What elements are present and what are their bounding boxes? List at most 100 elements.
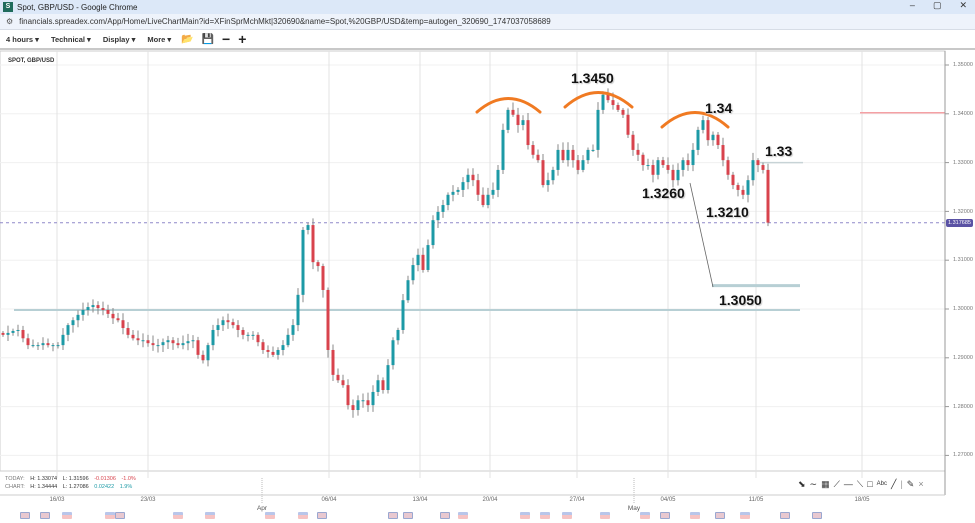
- zoom-in-icon[interactable]: +: [238, 31, 247, 47]
- candle-body: [121, 320, 125, 329]
- candle-body: [616, 105, 620, 110]
- candle-body: [621, 109, 625, 115]
- address-bar[interactable]: ⚙ financials.spreadex.com/App/Home/LiveC…: [0, 14, 975, 30]
- us-flag-event-icon[interactable]: [105, 512, 115, 519]
- curve-icon[interactable]: ∼: [809, 479, 818, 489]
- trendline-icon[interactable]: ⟍: [856, 479, 864, 489]
- candle-body: [356, 400, 360, 411]
- uk-flag-event-icon[interactable]: [440, 512, 450, 519]
- candle-body: [746, 180, 750, 195]
- us-flag-event-icon[interactable]: [740, 512, 750, 519]
- candle-body: [531, 145, 535, 155]
- candle-body: [606, 94, 610, 101]
- candle-body: [456, 189, 460, 192]
- candle-body: [571, 149, 575, 161]
- site-settings-icon[interactable]: ⚙: [6, 17, 14, 26]
- text-icon[interactable]: Abc: [876, 481, 888, 487]
- url-text[interactable]: financials.spreadex.com/App/Home/LiveCha…: [19, 17, 551, 26]
- y-tick: 1.27000: [953, 452, 973, 458]
- uk-flag-event-icon[interactable]: [115, 512, 125, 519]
- us-flag-event-icon[interactable]: [298, 512, 308, 519]
- annotation-neckline-left: 1.3260: [642, 185, 685, 201]
- candle-body: [566, 149, 570, 161]
- candle-body: [31, 345, 35, 347]
- candle-body: [126, 328, 130, 335]
- us-flag-event-icon[interactable]: [600, 512, 610, 519]
- us-flag-event-icon[interactable]: [458, 512, 468, 519]
- us-flag-event-icon[interactable]: [520, 512, 530, 519]
- candle-body: [466, 174, 470, 183]
- us-flag-event-icon[interactable]: [640, 512, 650, 519]
- us-flag-event-icon[interactable]: [173, 512, 183, 519]
- candle-body: [701, 120, 705, 130]
- candle-body: [641, 154, 645, 166]
- y-tick: 1.31000: [953, 257, 973, 263]
- candle-body: [696, 129, 700, 150]
- candle-body: [546, 180, 550, 186]
- candle-body: [81, 309, 85, 315]
- us-flag-event-icon[interactable]: [62, 512, 72, 519]
- grid-icon[interactable]: ▦: [821, 479, 830, 489]
- candle-body: [166, 340, 170, 343]
- candle-body: [186, 341, 190, 344]
- candle-body: [251, 334, 255, 336]
- candle-body: [651, 165, 655, 175]
- uk-flag-event-icon[interactable]: [812, 512, 822, 519]
- browser-titlebar: S Spot, GBP/USD - Google Chrome – ▢ ✕: [0, 0, 975, 14]
- candle-body: [446, 194, 450, 206]
- technical-dropdown[interactable]: Technical ▾: [50, 34, 91, 44]
- candle-body: [136, 338, 140, 341]
- candle-body: [731, 174, 735, 186]
- rectangle-icon[interactable]: □: [867, 479, 873, 489]
- us-flag-event-icon[interactable]: [562, 512, 572, 519]
- candle-body: [646, 165, 650, 167]
- candle-body: [596, 109, 600, 150]
- candle-body: [341, 380, 345, 386]
- zoom-out-icon[interactable]: −: [222, 31, 231, 47]
- uk-flag-event-icon[interactable]: [660, 512, 670, 519]
- candle-body: [196, 340, 200, 355]
- close-icon[interactable]: ×: [918, 479, 924, 489]
- uk-flag-event-icon[interactable]: [388, 512, 398, 519]
- us-flag-event-icon[interactable]: [205, 512, 215, 519]
- minimize-button[interactable]: –: [909, 0, 915, 10]
- x-tick: 06/04: [321, 497, 337, 503]
- candle-body: [726, 160, 730, 175]
- uk-flag-event-icon[interactable]: [20, 512, 30, 519]
- fan-icon[interactable]: ⟋: [833, 479, 840, 489]
- candle-body: [156, 345, 160, 347]
- line-icon[interactable]: ╱: [891, 479, 897, 489]
- candle-body: [436, 211, 440, 221]
- candle-body: [336, 374, 340, 381]
- us-flag-event-icon[interactable]: [540, 512, 550, 519]
- pencil-icon[interactable]: ✎: [906, 479, 915, 489]
- uk-flag-event-icon[interactable]: [403, 512, 413, 519]
- hline-icon[interactable]: —: [843, 479, 853, 489]
- candle-body: [271, 351, 275, 355]
- uk-flag-event-icon[interactable]: [715, 512, 725, 519]
- arrow-icon[interactable]: ⬊: [798, 479, 806, 489]
- uk-flag-event-icon[interactable]: [40, 512, 50, 519]
- save-icon[interactable]: 💾: [201, 33, 215, 45]
- us-flag-event-icon[interactable]: [690, 512, 700, 519]
- maximize-button[interactable]: ▢: [932, 0, 942, 10]
- folder-open-icon[interactable]: 📂: [181, 33, 194, 45]
- close-button[interactable]: ✕: [959, 0, 967, 10]
- uk-flag-event-icon[interactable]: [780, 512, 790, 519]
- candle-body: [461, 182, 465, 190]
- candle-body: [41, 343, 45, 346]
- y-tick: 1.32000: [953, 209, 973, 215]
- more-dropdown[interactable]: More ▾: [147, 34, 172, 44]
- candle-body: [666, 165, 670, 170]
- us-flag-event-icon[interactable]: [265, 512, 275, 519]
- candle-body: [691, 149, 695, 166]
- candle-body: [406, 280, 410, 301]
- display-dropdown[interactable]: Display ▾: [102, 34, 136, 44]
- candle-body: [686, 160, 690, 166]
- interval-dropdown[interactable]: 4 hours ▾: [6, 34, 39, 44]
- candle-body: [636, 149, 640, 155]
- candle-body: [231, 322, 235, 326]
- candle-body: [306, 225, 310, 230]
- uk-flag-event-icon[interactable]: [317, 512, 327, 519]
